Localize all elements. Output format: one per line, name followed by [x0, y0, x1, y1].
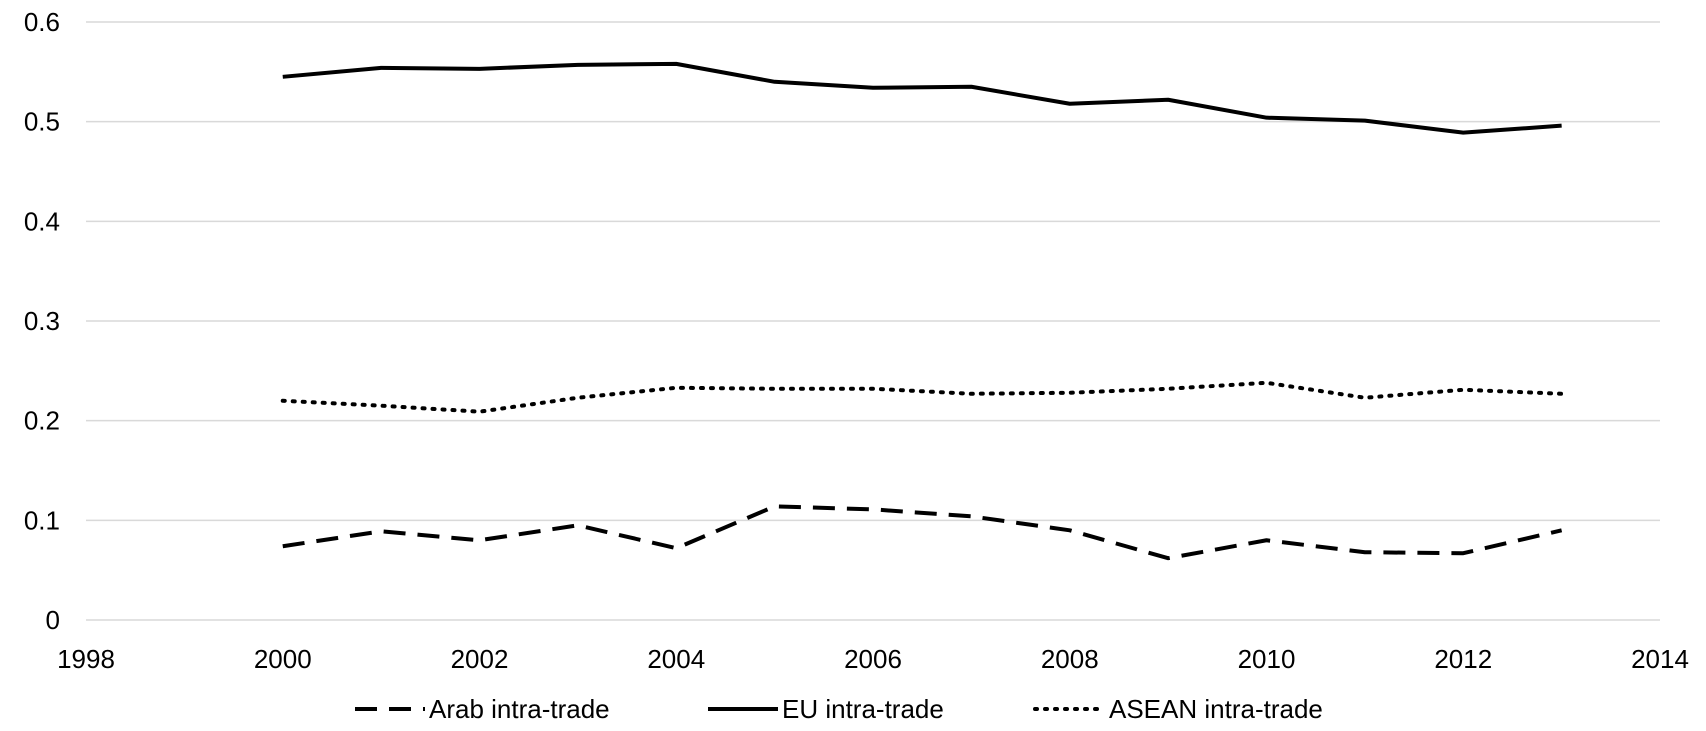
y-tick-label: 0.1	[24, 505, 60, 535]
y-tick-label: 0.5	[24, 107, 60, 137]
legend-item: Arab intra-trade	[355, 694, 610, 724]
y-tick-label: 0.2	[24, 406, 60, 436]
x-tick-label: 2012	[1434, 644, 1492, 674]
x-tick-label: 2008	[1041, 644, 1099, 674]
series-line-eu-intra-trade	[282, 61, 1562, 135]
y-tick-label: 0.6	[24, 7, 60, 37]
x-tick-label: 2014	[1631, 644, 1689, 674]
legend-label: ASEAN intra-trade	[1109, 694, 1323, 724]
x-tick-label: 2010	[1238, 644, 1296, 674]
series-line-asean-intra-trade	[280, 380, 1564, 414]
y-tick-label: 0	[46, 605, 60, 635]
x-tick-label: 2000	[254, 644, 312, 674]
legend-label: EU intra-trade	[782, 694, 944, 724]
legend-label: Arab intra-trade	[429, 694, 610, 724]
x-tick-label: 2004	[647, 644, 705, 674]
series-lines	[280, 61, 1564, 561]
legend-item: ASEAN intra-trade	[1033, 694, 1323, 724]
y-tick-label: 0.4	[24, 206, 60, 236]
legend: Arab intra-trade EU intra-trade ASEAN intr…	[355, 694, 1323, 724]
y-axis-tick-labels: 0 0.1 0.2 0.3 0.4 0.5 0.6	[24, 7, 60, 635]
x-axis-tick-labels: 1998 2000 2002 2004 2006 2008 2010 2012 2014	[57, 644, 1689, 674]
y-tick-label: 0.3	[24, 306, 60, 336]
x-tick-label: 2002	[451, 644, 509, 674]
x-tick-label: 2006	[844, 644, 902, 674]
x-tick-label: 1998	[57, 644, 115, 674]
series-line-arab-intra-trade	[282, 504, 1563, 561]
gridlines	[86, 21, 1660, 621]
legend-item: EU intra-trade	[708, 694, 944, 724]
